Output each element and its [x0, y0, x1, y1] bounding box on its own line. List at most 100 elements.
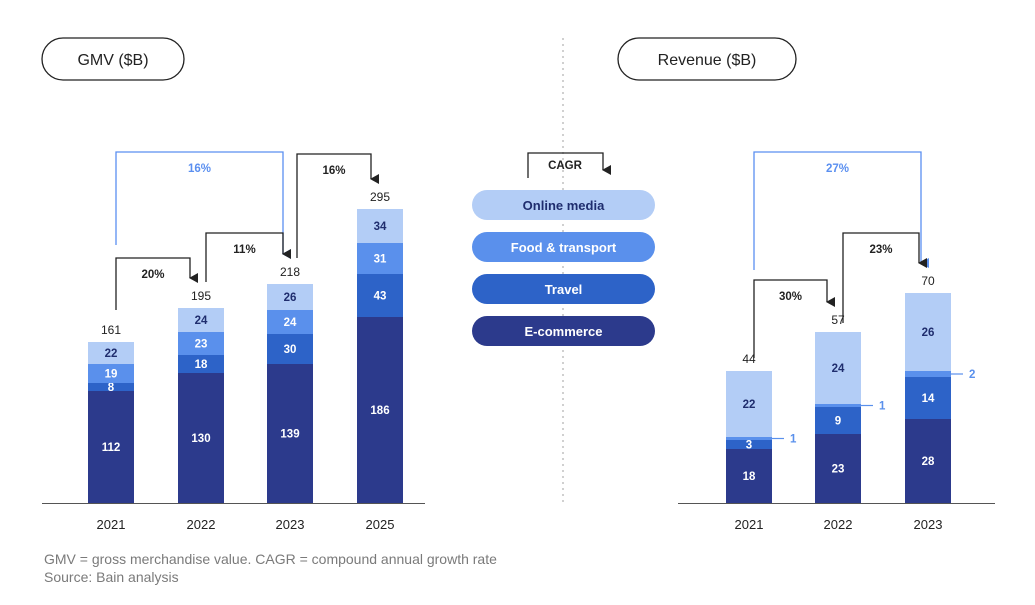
- revenue-cagr-arrow-2021-2023: [753, 151, 929, 270]
- footnotes: GMV = gross merchandise value. CAGR = co…: [44, 550, 497, 586]
- legend-food-transport-pill: [472, 232, 655, 262]
- gmv-total-2021: 161: [101, 323, 121, 337]
- revenue-bar-online-media-2023: [905, 293, 951, 371]
- gmv-bar-travel-2022: [178, 355, 224, 373]
- gmv-label-ecommerce-2021: 112: [102, 442, 121, 454]
- gmv-cagr-label-2023-2025: 16%: [322, 165, 345, 177]
- legend-cagr-title: CAGR: [548, 160, 583, 172]
- gmv-bar-ecommerce-2025: [357, 317, 403, 503]
- revenue-callout-2021: 1: [790, 434, 797, 446]
- gmv-tick-2025: 2025: [366, 517, 395, 532]
- gmv-title: GMV ($B): [77, 52, 148, 69]
- revenue-cagr-label-2022-2023: 23%: [869, 244, 892, 256]
- gmv-bar-food-transport-2021: [88, 364, 134, 383]
- gmv-cagr-arrow-2023-2025: [296, 153, 379, 258]
- legend-cagr-arrow: [527, 152, 611, 178]
- legend-ecommerce-pill: [472, 316, 655, 346]
- revenue-label-travel-2023: 14: [922, 393, 935, 405]
- revenue-label-travel-2021: 3: [746, 440, 752, 452]
- revenue-bar-online-media-2021: [726, 371, 772, 437]
- gmv-label-food-transport-2022: 23: [195, 339, 208, 351]
- revenue-callout-2023: 2: [969, 369, 975, 381]
- revenue-cagr-arrow-2021-2022: [753, 279, 835, 358]
- revenue-bar-ecommerce-2022: [815, 434, 861, 503]
- revenue-label-online-media-2022: 24: [832, 363, 845, 375]
- gmv-bar-online-media-2025: [357, 209, 403, 243]
- revenue-bar-ecommerce-2023: [905, 419, 951, 503]
- revenue-bar-food-transport-2023: [905, 371, 951, 377]
- gmv-total-2023: 218: [280, 265, 300, 279]
- gmv-label-online-media-2023: 26: [284, 292, 297, 304]
- gmv-bar-travel-2025: [357, 274, 403, 317]
- legend-ecommerce-label: E-commerce: [524, 324, 602, 339]
- gmv-bar-online-media-2021: [88, 342, 134, 364]
- revenue-tick-2021: 2021: [735, 517, 764, 532]
- gmv-label-online-media-2022: 24: [195, 315, 208, 327]
- revenue-tick-2022: 2022: [824, 517, 853, 532]
- revenue-cagr-label-2021-2023: 27%: [826, 163, 849, 175]
- revenue-label-online-media-2023: 26: [922, 327, 935, 339]
- gmv-bar-travel-2021: [88, 383, 134, 391]
- gmv-bar-ecommerce-2022: [178, 373, 224, 503]
- revenue-callout-2022: 1: [879, 401, 886, 413]
- revenue-bar-travel-2021: [726, 440, 772, 449]
- gmv-tick-2023: 2023: [276, 517, 305, 532]
- gmv-label-travel-2021: 8: [108, 382, 115, 394]
- gmv-bar-food-transport-2023: [267, 310, 313, 334]
- revenue-label-travel-2022: 9: [835, 416, 841, 428]
- revenue-tick-2023: 2023: [914, 517, 943, 532]
- revenue-total-2022: 57: [831, 313, 845, 327]
- gmv-cagr-arrow-2021-2023: [115, 151, 291, 259]
- gmv-cagr-label-2021-2022: 20%: [141, 269, 164, 281]
- gmv-tick-2021: 2021: [97, 517, 126, 532]
- revenue-bar-online-media-2022: [815, 332, 861, 404]
- legend-online-media-label: Online media: [523, 198, 605, 213]
- gmv-label-online-media-2021: 22: [105, 348, 118, 360]
- gmv-label-travel-2023: 30: [284, 344, 297, 356]
- gmv-label-food-transport-2025: 31: [374, 254, 387, 266]
- source-note: Source: Bain analysis: [44, 569, 179, 585]
- gmv-bar-food-transport-2022: [178, 332, 224, 355]
- gmv-bar-ecommerce-2023: [267, 364, 313, 503]
- gmv-total-2022: 195: [191, 289, 211, 303]
- gmv-bar-online-media-2023: [267, 284, 313, 310]
- gmv-label-food-transport-2023: 24: [284, 317, 297, 329]
- revenue-label-ecommerce-2022: 23: [832, 464, 845, 476]
- revenue-bar-travel-2022: [815, 407, 861, 434]
- revenue-cagr-arrow-2022-2023: [842, 232, 927, 323]
- revenue-label-ecommerce-2023: 28: [922, 456, 935, 468]
- revenue-bar-travel-2023: [905, 377, 951, 419]
- gmv-bar-food-transport-2025: [357, 243, 403, 274]
- gmv-bar-ecommerce-2021: [88, 391, 134, 503]
- gmv-tick-2022: 2022: [187, 517, 216, 532]
- gmv-label-travel-2022: 18: [195, 359, 208, 371]
- definition-note: GMV = gross merchandise value. CAGR = co…: [44, 551, 497, 567]
- revenue-bar-food-transport-2021: [726, 437, 772, 440]
- gmv-bar-travel-2023: [267, 334, 313, 364]
- revenue-label-ecommerce-2021: 18: [743, 471, 756, 483]
- gmv-label-travel-2025: 43: [374, 291, 387, 303]
- revenue-title-pill: [617, 37, 797, 81]
- gmv-cagr-label-2022-2023: 11%: [233, 244, 255, 256]
- gmv-label-ecommerce-2025: 186: [370, 405, 389, 417]
- gmv-label-ecommerce-2022: 130: [191, 433, 210, 445]
- revenue-title: Revenue ($B): [658, 52, 757, 69]
- gmv-cagr-label-2021-2023: 16%: [188, 163, 211, 175]
- legend-travel-pill: [472, 274, 655, 304]
- revenue-total-2021: 44: [742, 352, 756, 366]
- gmv-label-ecommerce-2023: 139: [280, 429, 299, 441]
- revenue-total-2023: 70: [921, 274, 935, 288]
- legend-food-transport-label: Food & transport: [511, 240, 617, 255]
- gmv-bar-online-media-2022: [178, 308, 224, 332]
- legend-online-media-pill: [472, 190, 655, 220]
- revenue-bar-food-transport-2022: [815, 404, 861, 407]
- revenue-label-online-media-2021: 22: [743, 399, 756, 411]
- gmv-cagr-arrow-2021-2022: [115, 257, 198, 310]
- gmv-cagr-arrow-2022-2023: [205, 232, 291, 282]
- gmv-label-food-transport-2021: 19: [105, 369, 118, 381]
- revenue-cagr-label-2021-2022: 30%: [779, 291, 802, 303]
- legend-travel-label: Travel: [545, 282, 583, 297]
- revenue-bar-ecommerce-2021: [726, 449, 772, 503]
- gmv-title-pill: [41, 37, 185, 81]
